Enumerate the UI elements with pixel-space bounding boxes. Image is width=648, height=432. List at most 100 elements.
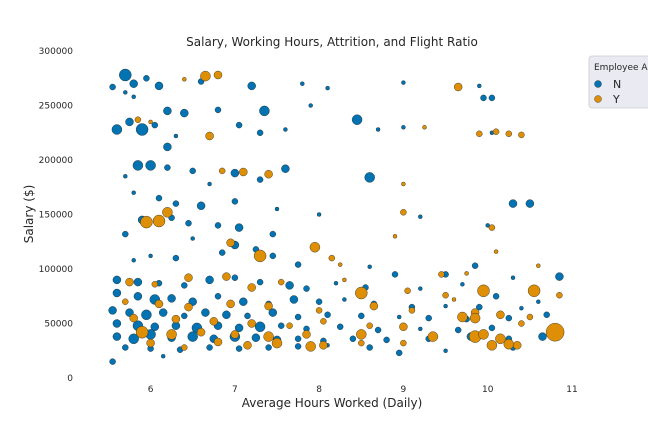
- data-point-y: [305, 341, 316, 352]
- data-point-n: [128, 333, 139, 344]
- data-point-n: [256, 176, 264, 183]
- data-point-n: [231, 274, 239, 281]
- data-point-y: [226, 299, 235, 309]
- data-point-n: [108, 306, 117, 315]
- data-point-y: [162, 207, 173, 218]
- data-point-n: [218, 249, 226, 256]
- x-tick-label: 11: [566, 385, 577, 395]
- data-point-n: [308, 103, 313, 108]
- y-tick-label: 200000: [39, 156, 74, 166]
- data-point-n: [180, 108, 189, 118]
- data-point-n: [508, 199, 518, 208]
- data-point-y: [369, 301, 379, 311]
- data-point-y: [492, 128, 500, 135]
- data-point-n: [214, 106, 222, 114]
- data-point-n: [294, 335, 302, 342]
- data-point-y: [230, 330, 240, 339]
- data-point-n: [455, 326, 462, 334]
- data-point-y: [134, 116, 142, 123]
- data-point-y: [513, 341, 522, 350]
- data-point-y: [182, 77, 187, 82]
- data-point-y: [457, 311, 468, 323]
- data-point-y: [464, 271, 469, 276]
- data-point-n: [374, 326, 382, 334]
- data-point-y: [184, 302, 193, 312]
- data-point-y: [200, 70, 211, 82]
- legend-label-y: Y: [612, 93, 620, 106]
- data-point-y: [122, 298, 129, 305]
- x-tick-label: 7: [232, 385, 238, 395]
- data-point-n: [254, 321, 266, 332]
- y-tick-label: 250000: [39, 102, 74, 112]
- x-axis-ticks: 6 7 8 9 10 11: [148, 385, 578, 395]
- data-point-y: [263, 331, 274, 342]
- data-point-n: [256, 129, 264, 137]
- data-point-n: [247, 81, 256, 91]
- data-point-y: [503, 339, 514, 350]
- data-point-n: [367, 264, 372, 269]
- data-point-y: [404, 287, 411, 294]
- data-point-n: [109, 83, 116, 91]
- data-point-n: [239, 297, 248, 306]
- data-point-y: [338, 262, 343, 267]
- data-point-n: [163, 106, 172, 116]
- data-point-n: [294, 313, 302, 321]
- data-point-n: [256, 278, 264, 286]
- data-point-y: [356, 329, 367, 340]
- data-point-y: [493, 249, 499, 254]
- data-point-n: [425, 314, 432, 322]
- y-tick-label: 150000: [39, 211, 74, 221]
- data-point-n: [488, 94, 496, 102]
- data-point-n: [160, 354, 166, 359]
- data-point-n: [480, 94, 487, 102]
- data-point-n: [151, 121, 159, 129]
- data-point-n: [396, 349, 403, 357]
- data-point-n: [214, 293, 222, 300]
- data-point-y: [309, 241, 321, 253]
- data-point-n: [141, 309, 152, 320]
- data-point-n: [214, 222, 222, 229]
- data-point-y: [401, 181, 406, 187]
- data-point-y: [342, 277, 347, 283]
- data-point-n: [289, 295, 299, 304]
- data-point-n: [145, 160, 156, 171]
- data-point-n: [418, 286, 423, 291]
- data-point-n: [150, 322, 160, 331]
- data-point-n: [158, 308, 168, 317]
- data-point-y: [427, 331, 439, 342]
- data-point-y: [247, 319, 256, 328]
- data-point-n: [337, 323, 344, 330]
- legend-title: Employee A: [594, 63, 648, 73]
- data-point-n: [206, 344, 213, 351]
- data-point-y: [264, 301, 273, 311]
- data-point-n: [154, 81, 164, 91]
- data-point-y: [526, 313, 534, 321]
- data-point-n: [391, 271, 399, 278]
- data-point-n: [294, 343, 302, 350]
- data-point-n: [281, 164, 290, 173]
- data-point-n: [285, 281, 294, 290]
- data-point-n: [133, 292, 143, 301]
- data-point-y: [315, 307, 323, 314]
- data-point-n: [167, 294, 176, 303]
- data-point-y: [527, 284, 541, 297]
- data-point-y: [286, 322, 293, 329]
- data-point-n: [325, 85, 330, 91]
- data-point-y: [478, 329, 489, 340]
- data-point-n: [492, 293, 500, 300]
- data-point-n: [538, 332, 547, 341]
- data-point-n: [315, 298, 323, 305]
- data-point-n: [112, 332, 122, 341]
- y-tick-label: 0: [67, 374, 73, 384]
- data-point-n: [418, 326, 423, 332]
- data-point-y: [556, 292, 563, 299]
- data-point-y: [271, 337, 283, 349]
- data-point-n: [125, 117, 134, 127]
- data-point-n: [519, 306, 524, 311]
- data-point-n: [443, 303, 448, 309]
- data-point-n: [122, 344, 129, 351]
- data-point-n: [119, 68, 132, 82]
- data-point-n: [505, 314, 512, 322]
- data-point-y: [505, 130, 512, 138]
- data-point-y: [358, 339, 365, 347]
